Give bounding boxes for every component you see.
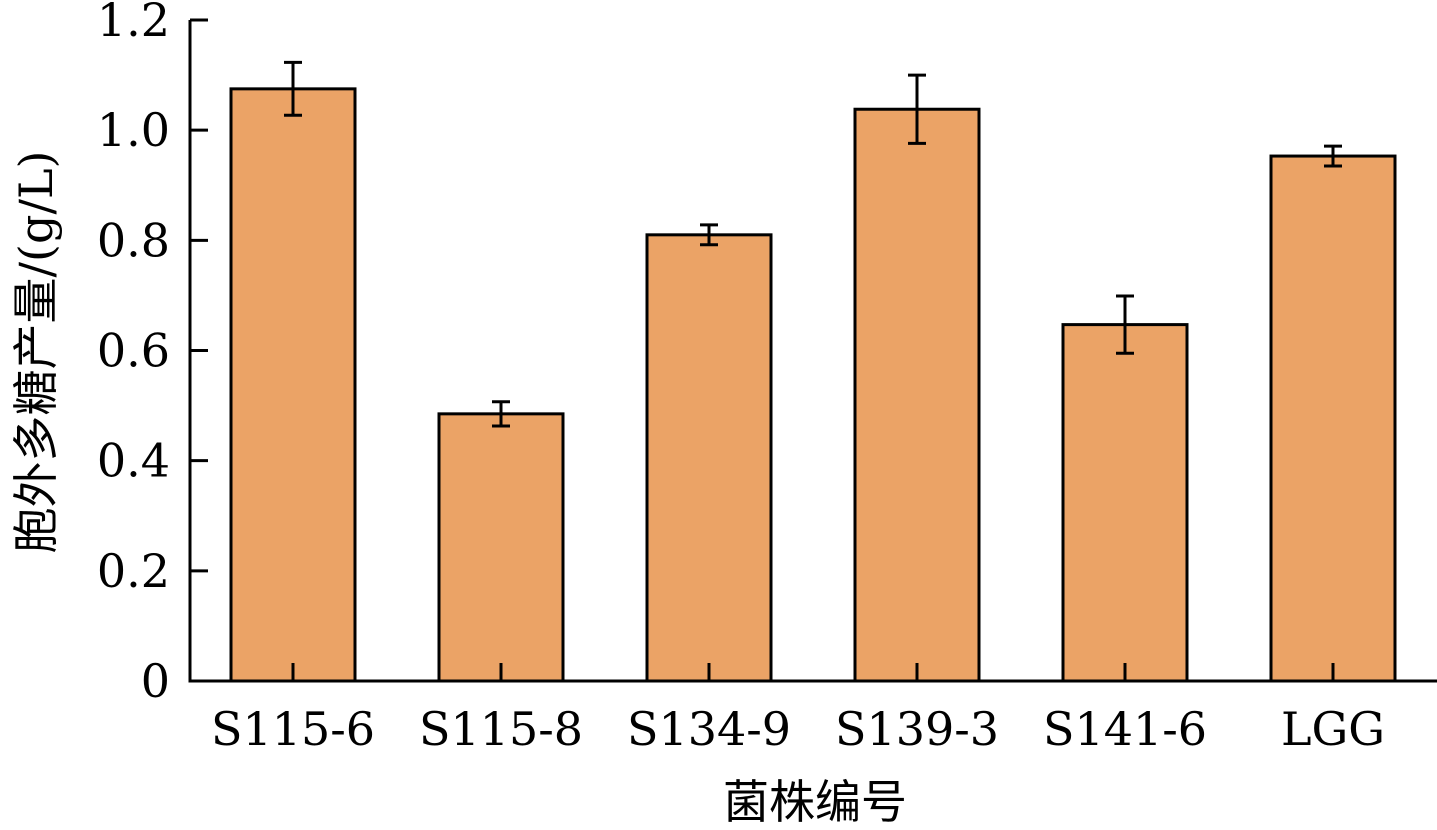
bar-lgg bbox=[1269, 154, 1397, 683]
y-axis-title: 胞外多糖产量/(g/L) bbox=[9, 151, 63, 554]
y-tick-label: 0.8 bbox=[97, 213, 170, 267]
x-tick-label: S115-8 bbox=[419, 702, 583, 756]
error-bar-s139-3 bbox=[908, 73, 926, 145]
error-bar-s115-6 bbox=[284, 60, 302, 117]
y-tick-label: 1.2 bbox=[97, 0, 170, 47]
bar-s115-8 bbox=[437, 412, 565, 683]
y-tick-label: 0.2 bbox=[97, 544, 170, 598]
x-tick-label: S139-3 bbox=[835, 702, 999, 756]
bar-s134-9 bbox=[645, 233, 773, 683]
error-bar-s141-6 bbox=[1116, 294, 1134, 355]
bar-s115-6 bbox=[229, 87, 357, 683]
y-ticks-layer: 0 0.2 0.4 0.6 0.8 1.0 1.2 bbox=[97, 0, 208, 708]
x-tick-label: LGG bbox=[1281, 702, 1385, 756]
y-tick-label: 1.0 bbox=[97, 103, 170, 157]
error-bars-layer bbox=[284, 60, 1342, 428]
error-bar-s134-9 bbox=[700, 223, 718, 247]
error-bar-s115-8 bbox=[492, 400, 510, 428]
x-ticks-layer: S115-6 S115-8 S134-9 S139-3 S141-6 LGG bbox=[211, 663, 1385, 756]
x-tick-label: S115-6 bbox=[211, 702, 375, 756]
x-tick-label: S141-6 bbox=[1043, 702, 1207, 756]
bars-layer bbox=[229, 87, 1397, 683]
x-axis-title: 菌株编号 bbox=[723, 775, 907, 829]
y-tick-label: 0.6 bbox=[97, 324, 170, 378]
x-tick-label: S134-9 bbox=[627, 702, 791, 756]
y-tick-label: 0.4 bbox=[97, 434, 170, 488]
y-tick-label: 0 bbox=[141, 654, 170, 708]
bar-s141-6 bbox=[1061, 323, 1189, 683]
bar-s139-3 bbox=[853, 107, 981, 683]
error-bar-lgg bbox=[1324, 144, 1342, 168]
